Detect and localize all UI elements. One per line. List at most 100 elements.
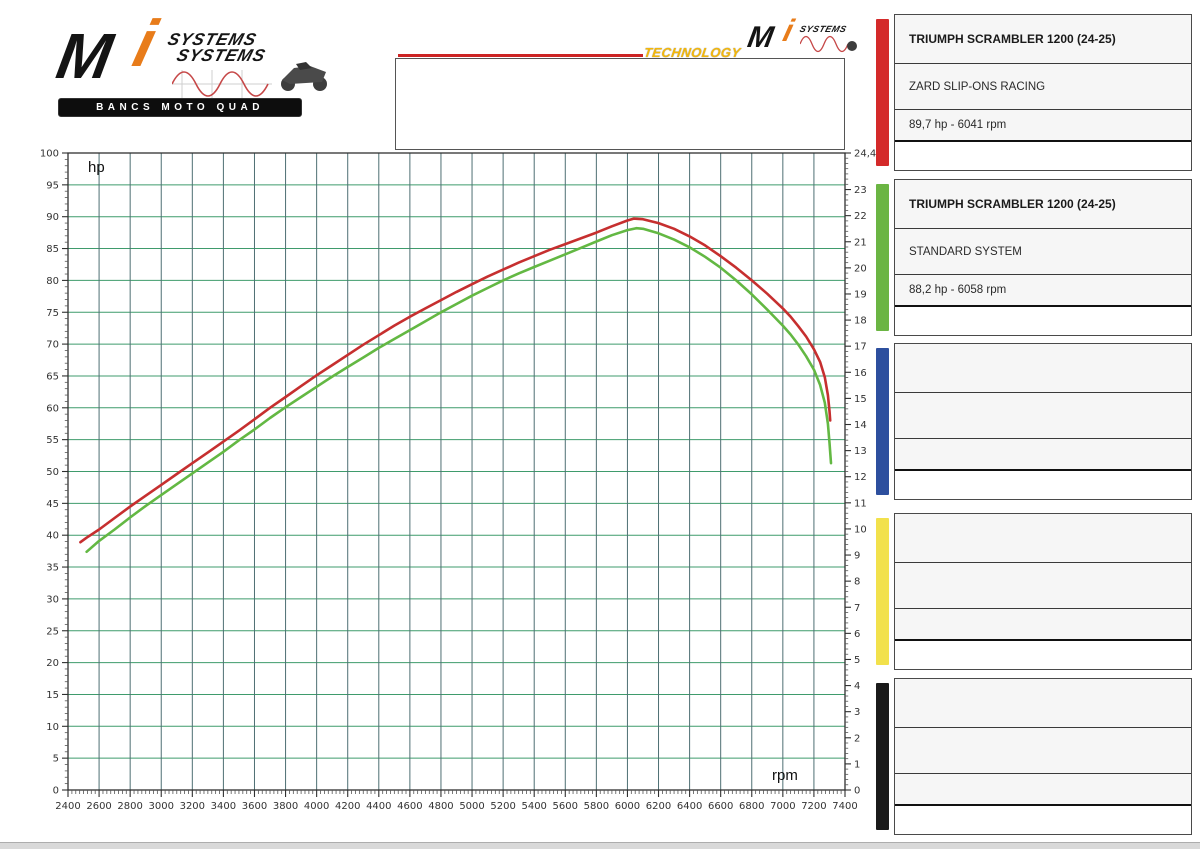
svg-text:4: 4	[854, 681, 860, 692]
svg-text:5200: 5200	[490, 801, 515, 812]
legend-panel: TRIUMPH SCRAMBLER 1200 (24-25) ZARD SLIP…	[876, 14, 1192, 835]
svg-text:6600: 6600	[708, 801, 733, 812]
svg-text:10: 10	[854, 524, 867, 535]
svg-text:65: 65	[46, 371, 59, 382]
legend-system	[895, 727, 1191, 773]
svg-text:3000: 3000	[149, 801, 174, 812]
svg-text:2400: 2400	[55, 801, 80, 812]
legend-card[interactable]: TRIUMPH SCRAMBLER 1200 (24-25) ZARD SLIP…	[876, 14, 1192, 171]
dyno-chart: 0510152025303540455055606570758085909510…	[40, 149, 876, 813]
svg-text:75: 75	[46, 308, 59, 319]
svg-text:17: 17	[854, 342, 867, 353]
svg-text:1: 1	[854, 759, 860, 770]
svg-text:4000: 4000	[304, 801, 329, 812]
svg-text:0: 0	[53, 786, 59, 797]
legend-card-box	[894, 343, 1192, 500]
legend-card[interactable]: TRIUMPH SCRAMBLER 1200 (24-25) STANDARD …	[876, 179, 1192, 336]
legend-color-bar	[876, 19, 889, 166]
svg-text:4200: 4200	[335, 801, 360, 812]
legend-notes	[895, 639, 1191, 669]
svg-text:11: 11	[854, 498, 867, 509]
svg-text:50: 50	[46, 467, 59, 478]
power-curve-standard	[85, 226, 833, 554]
legend-result: 88,2 hp - 6058 rpm	[895, 274, 1191, 305]
svg-text:6: 6	[854, 629, 860, 640]
svg-text:7200: 7200	[801, 801, 826, 812]
svg-text:16: 16	[854, 368, 867, 379]
motorcycle-icon	[281, 62, 327, 91]
svg-text:35: 35	[46, 563, 59, 574]
note-box	[395, 58, 845, 150]
svg-text:12: 12	[854, 472, 867, 483]
legend-card[interactable]	[876, 343, 1192, 500]
hp-axis-label: hp	[88, 159, 105, 176]
legend-title	[895, 344, 1191, 392]
svg-text:18: 18	[854, 316, 867, 327]
svg-text:6200: 6200	[646, 801, 671, 812]
svg-text:3600: 3600	[242, 801, 267, 812]
legend-result: 89,7 hp - 6041 rpm	[895, 109, 1191, 140]
legend-color-bar	[876, 348, 889, 495]
svg-text:25: 25	[46, 626, 59, 637]
sine-wave-icon	[800, 35, 857, 53]
legend-result	[895, 773, 1191, 804]
svg-text:30: 30	[46, 594, 59, 605]
svg-text:19: 19	[854, 289, 867, 300]
header-red-line	[398, 54, 643, 57]
svg-text:95: 95	[46, 180, 59, 191]
svg-text:20: 20	[854, 263, 867, 274]
legend-notes	[895, 140, 1191, 170]
legend-card-box	[894, 513, 1192, 670]
svg-text:7000: 7000	[770, 801, 795, 812]
svg-text:15: 15	[46, 690, 59, 701]
svg-text:2: 2	[854, 733, 860, 744]
svg-text:2600: 2600	[86, 801, 111, 812]
legend-notes	[895, 469, 1191, 499]
svg-text:22: 22	[854, 211, 867, 222]
legend-title: TRIUMPH SCRAMBLER 1200 (24-25)	[895, 15, 1191, 63]
svg-text:85: 85	[46, 244, 59, 255]
legend-card[interactable]	[876, 513, 1192, 670]
svg-text:60: 60	[46, 403, 59, 414]
legend-result	[895, 608, 1191, 639]
svg-text:6800: 6800	[739, 801, 764, 812]
svg-text:9: 9	[854, 551, 860, 562]
legend-title: TRIUMPH SCRAMBLER 1200 (24-25)	[895, 180, 1191, 228]
svg-text:3: 3	[854, 707, 860, 718]
svg-text:90: 90	[46, 212, 59, 223]
svg-text:0: 0	[854, 786, 860, 797]
svg-text:4400: 4400	[366, 801, 391, 812]
svg-text:24,4: 24,4	[854, 149, 876, 160]
legend-result	[895, 438, 1191, 469]
svg-text:5: 5	[854, 655, 860, 666]
legend-title	[895, 514, 1191, 562]
legend-notes	[895, 804, 1191, 834]
svg-text:23: 23	[854, 185, 867, 196]
svg-text:4800: 4800	[428, 801, 453, 812]
legend-card-box	[894, 678, 1192, 835]
svg-text:6000: 6000	[615, 801, 640, 812]
svg-text:70: 70	[46, 340, 59, 351]
svg-text:5800: 5800	[584, 801, 609, 812]
svg-text:3800: 3800	[273, 801, 298, 812]
sine-wave-icon	[172, 70, 272, 98]
logo-wordmark: M i SYSTEMS SYSTEMS	[52, 6, 327, 98]
svg-text:8: 8	[854, 577, 860, 588]
legend-color-bar	[876, 683, 889, 830]
legend-card-box: TRIUMPH SCRAMBLER 1200 (24-25) ZARD SLIP…	[894, 14, 1192, 171]
svg-text:2800: 2800	[117, 801, 142, 812]
logo-tagline-bar: BANCS MOTO QUAD	[58, 98, 302, 117]
svg-text:5400: 5400	[521, 801, 546, 812]
svg-text:4600: 4600	[397, 801, 422, 812]
mi-systems-logo-small: M i SYSTEMS	[745, 13, 868, 60]
legend-card[interactable]	[876, 678, 1192, 835]
svg-text:3400: 3400	[211, 801, 236, 812]
svg-text:10: 10	[46, 722, 59, 733]
svg-text:6400: 6400	[677, 801, 702, 812]
legend-system	[895, 392, 1191, 438]
mi-systems-logo: M i SYSTEMS SYSTEMS	[52, 6, 327, 118]
svg-text:13: 13	[854, 446, 867, 457]
legend-title	[895, 679, 1191, 727]
power-curve-zard	[79, 217, 832, 544]
svg-text:45: 45	[46, 499, 59, 510]
